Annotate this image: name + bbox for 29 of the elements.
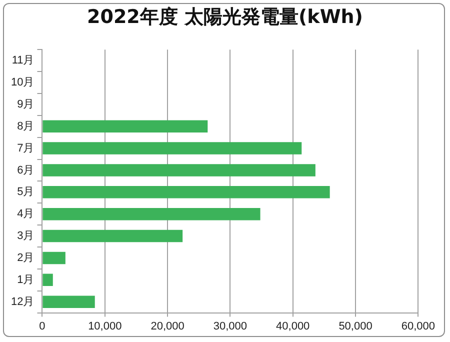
y-tick-label: 9月 bbox=[17, 98, 34, 110]
bar bbox=[42, 164, 316, 176]
x-tick-label: 10,000 bbox=[88, 320, 122, 332]
y-tick-label: 12月 bbox=[10, 296, 34, 308]
y-tick-label: 2月 bbox=[17, 252, 34, 264]
bar bbox=[42, 142, 302, 154]
y-tick-label: 1月 bbox=[17, 274, 34, 286]
y-tick-label: 3月 bbox=[17, 230, 34, 242]
bar bbox=[42, 296, 95, 308]
y-tick-label: 5月 bbox=[17, 186, 34, 198]
y-tick-label: 10月 bbox=[10, 76, 34, 89]
y-tick-label: 7月 bbox=[17, 142, 34, 154]
bar bbox=[42, 186, 330, 198]
y-tick-label: 8月 bbox=[17, 120, 34, 132]
chart-title: 2022年度 太陽光発電量(kWh) bbox=[86, 5, 364, 30]
y-tick-label: 4月 bbox=[17, 208, 34, 220]
x-tick-label: 0 bbox=[39, 320, 46, 332]
x-tick-label: 60,000 bbox=[401, 320, 436, 332]
bar bbox=[42, 230, 183, 242]
bar bbox=[42, 120, 208, 132]
y-tick-label: 6月 bbox=[17, 164, 34, 176]
x-tick-label: 40,000 bbox=[276, 320, 310, 332]
x-tick-label: 30,000 bbox=[213, 320, 248, 332]
y-tick-label: 11月 bbox=[12, 54, 34, 67]
bar bbox=[42, 208, 260, 220]
bar bbox=[42, 252, 66, 264]
bar bbox=[42, 274, 53, 286]
x-tick-label: 20,000 bbox=[150, 320, 184, 332]
x-tick-label: 50,000 bbox=[338, 320, 372, 332]
